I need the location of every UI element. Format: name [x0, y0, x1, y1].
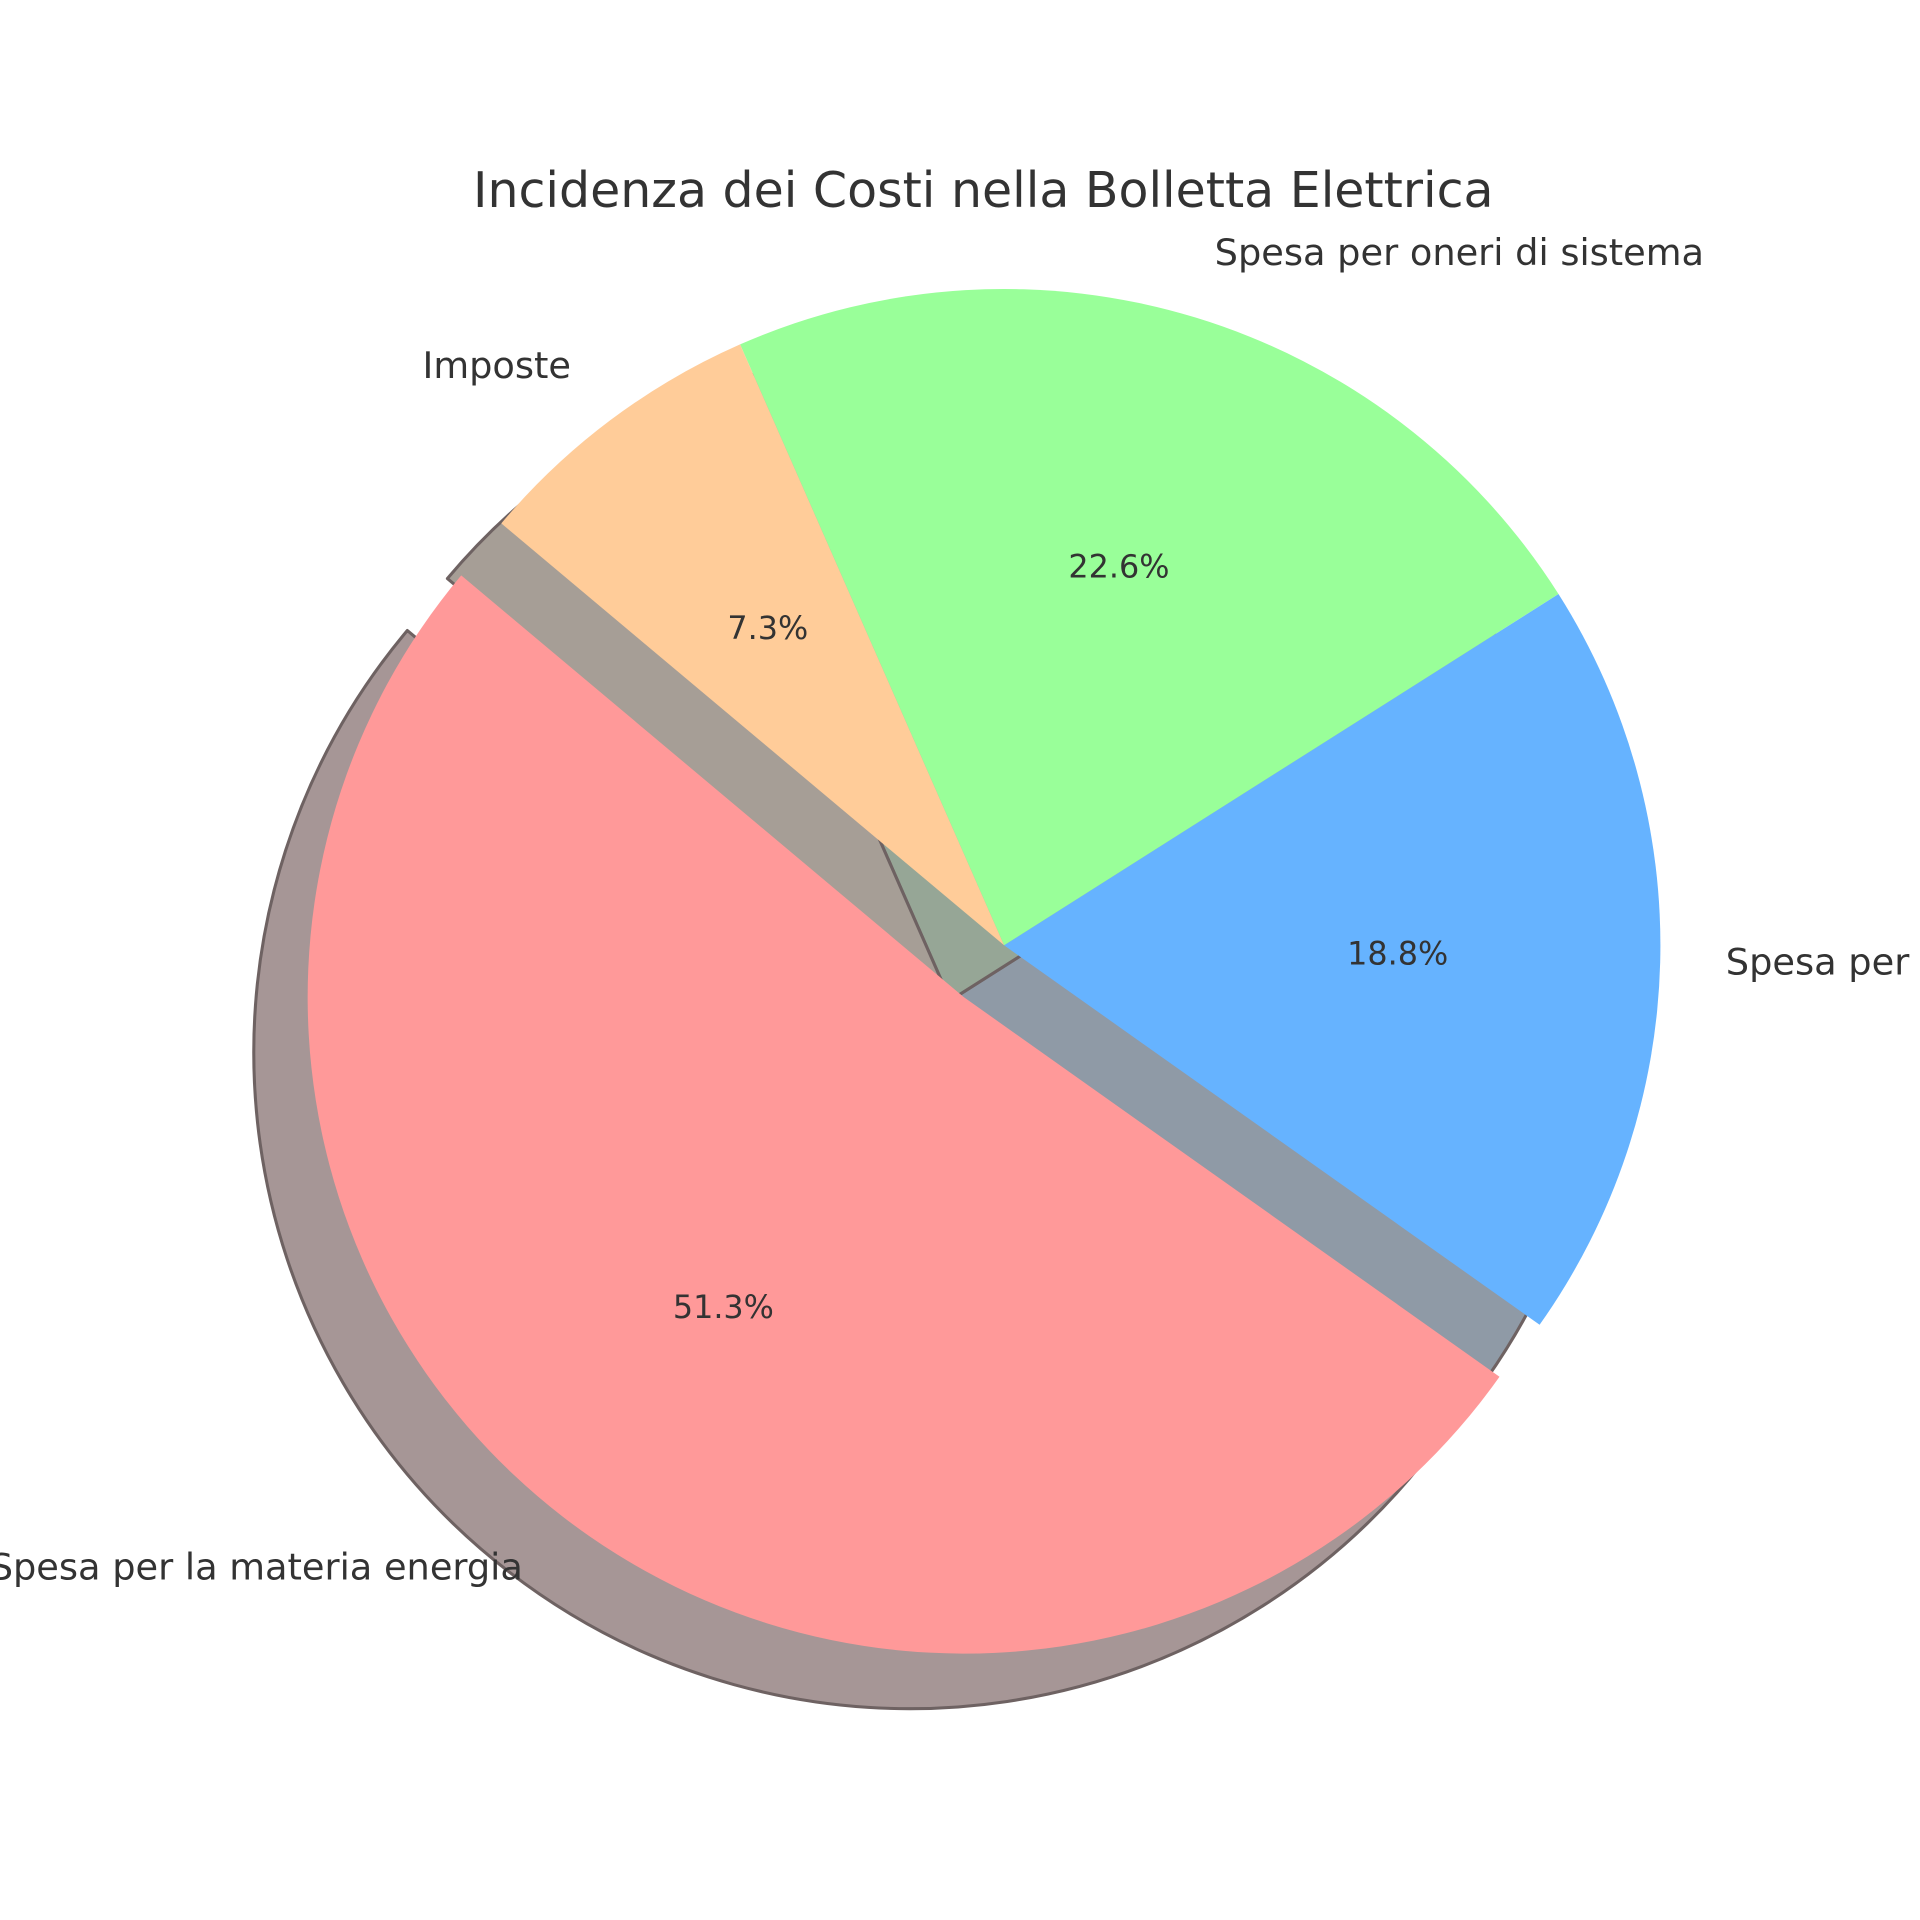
pie-wedge	[307, 575, 1500, 1654]
slice-label: Spesa per la materia energia	[0, 1545, 523, 1588]
slice-label: Spesa per oneri di sistema	[1215, 231, 1704, 274]
percent-label: 18.8%	[1347, 934, 1448, 972]
pie-wedge	[740, 288, 1559, 946]
percent-label: 51.3%	[673, 1288, 774, 1326]
slice-label: Imposte	[423, 344, 572, 387]
pie-wedge	[1004, 594, 1661, 1325]
percent-label: 22.6%	[1068, 548, 1169, 586]
slice-label: Spesa per	[1726, 940, 1910, 983]
percent-label: 7.3%	[727, 609, 808, 647]
pie-wedge	[501, 344, 1005, 946]
chart-title: Incidenza dei Costi nella Bolletta Elett…	[473, 162, 1494, 219]
